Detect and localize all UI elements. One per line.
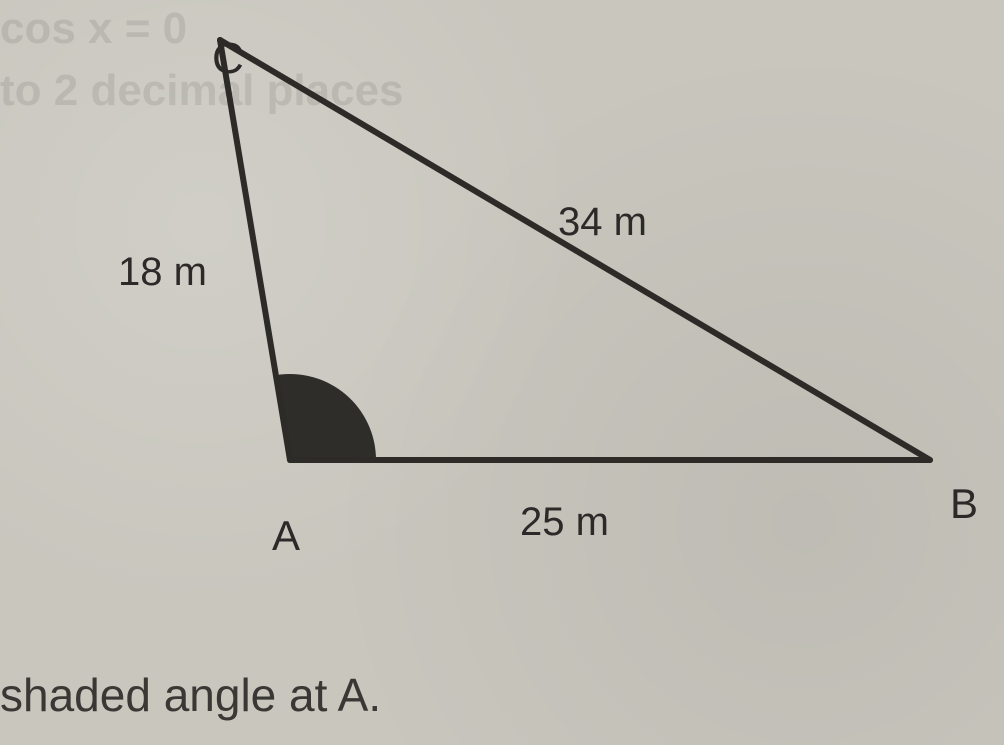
vertex-label-C: C [212,34,244,84]
caption-text: shaded angle at A. [0,668,381,722]
vertex-label-A: A [272,512,300,560]
side-label-CB: 34 m [558,200,647,245]
side-label-AB: 25 m [520,500,609,545]
side-label-AC: 18 m [118,250,207,295]
vertex-label-B: B [950,480,978,528]
triangle-diagram [0,0,1004,745]
side-AC [220,40,290,460]
